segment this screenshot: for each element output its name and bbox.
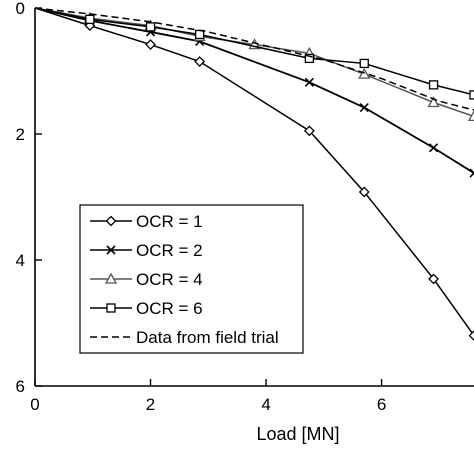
legend-label: OCR = 4: [136, 270, 203, 289]
y-tick-label: 6: [16, 377, 25, 396]
data-point: [145, 39, 156, 50]
legend-entry: OCR = 2: [90, 241, 203, 260]
data-point: [303, 125, 315, 137]
data-point: [358, 186, 370, 198]
data-point: [429, 143, 439, 153]
data-point: [359, 58, 369, 69]
data-point: [469, 168, 474, 178]
data-point: [427, 96, 440, 108]
x-tick-label: 6: [377, 395, 386, 414]
data-point: [194, 56, 206, 67]
series-5: [35, 7, 474, 111]
series-line: [35, 7, 474, 111]
data-point: [468, 330, 474, 342]
data-point: [304, 53, 315, 64]
x-tick-label: 0: [30, 395, 39, 414]
legend-marker: [105, 215, 117, 227]
y-tick-label: 2: [16, 125, 25, 144]
legend-label: Data from field trial: [136, 328, 279, 347]
legend-marker: [106, 303, 116, 313]
series-3: [35, 7, 474, 122]
series-4: [35, 7, 474, 100]
legend-marker: [104, 272, 118, 284]
x-tick-label: 4: [261, 395, 270, 414]
legend-label: OCR = 6: [136, 299, 203, 318]
data-point: [304, 77, 314, 87]
y-tick-label: 0: [16, 0, 25, 18]
x-tick-label: 2: [146, 395, 155, 414]
data-point: [359, 102, 369, 113]
series-line: [35, 7, 474, 96]
data-point: [428, 80, 439, 90]
data-point: [85, 14, 95, 24]
legend-label: OCR = 1: [136, 212, 203, 231]
data-point: [428, 273, 439, 285]
legend-marker: [106, 245, 116, 255]
series-line: [35, 7, 474, 174]
data-point: [145, 22, 156, 32]
x-axis-title: Load [MN]: [256, 424, 339, 444]
data-point: [467, 110, 474, 122]
legend-label: OCR = 2: [136, 241, 203, 260]
series-line: [35, 7, 474, 337]
legend-entry: OCR = 1: [90, 212, 203, 231]
legend: OCR = 1 OCR = 2 OCR = 4 OCR = 6 Data from fi…: [79, 204, 304, 354]
data-point: [469, 90, 474, 100]
series-1: [35, 7, 474, 342]
legend-entry: OCR = 6: [90, 299, 203, 318]
legend-entry: OCR = 4: [90, 270, 203, 289]
legend-entry: Data from field trial: [90, 328, 279, 347]
y-tick-label: 4: [16, 251, 25, 270]
